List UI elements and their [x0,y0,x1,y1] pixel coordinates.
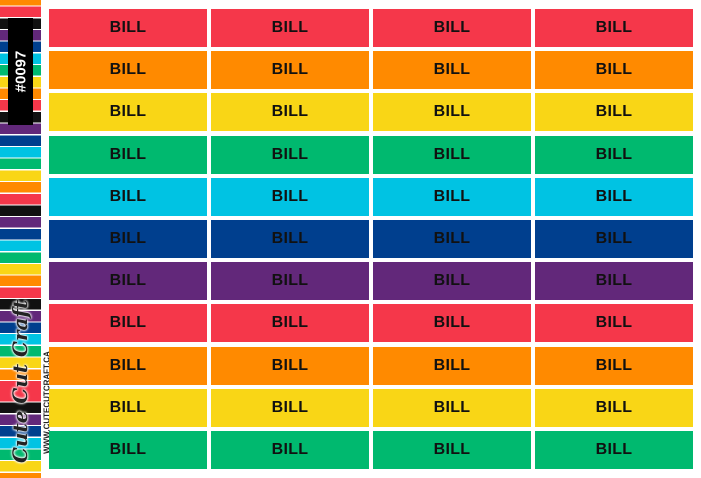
bill-sticker: BILL [535,219,693,258]
bill-sticker: BILL [535,177,693,216]
bill-sticker: BILL [49,93,207,132]
bill-sticker: BILL [49,262,207,301]
bill-sticker: BILL [211,135,369,174]
bill-sticker: BILL [373,51,531,90]
brand-name: Cute Cut Craft [8,299,32,463]
bill-sticker: BILL [211,304,369,343]
bill-sticker: BILL [49,177,207,216]
sheet-code: #0097 [12,50,29,93]
bill-sticker: BILL [373,304,531,343]
bill-sticker: BILL [535,430,693,469]
bill-sticker: BILL [373,430,531,469]
bill-sticker: BILL [535,346,693,385]
bill-sticker: BILL [535,9,693,47]
bill-sticker: BILL [535,135,693,174]
bill-sticker: BILL [211,388,369,427]
bill-sticker: BILL [535,51,693,90]
sheet-code-label: #0097 [8,18,33,125]
bill-sticker: BILL [373,388,531,427]
bill-sticker: BILL [211,219,369,258]
bill-sticker: BILL [49,304,207,343]
bill-sticker: BILL [49,430,207,469]
bill-sticker: BILL [49,346,207,385]
bill-sticker: BILL [535,388,693,427]
bill-sticker: BILL [211,93,369,132]
bill-sticker: BILL [535,93,693,132]
bill-sticker: BILL [211,346,369,385]
bill-sticker: BILL [211,51,369,90]
bill-sticker: BILL [49,9,207,47]
bill-sticker: BILL [211,9,369,47]
bill-sticker: BILL [49,51,207,90]
bill-sticker: BILL [373,135,531,174]
bill-sticker: BILL [373,93,531,132]
bill-sticker: BILL [49,219,207,258]
bill-sticker: BILL [373,346,531,385]
bill-sticker: BILL [211,430,369,469]
brand-logo: Cute Cut Craft WWW.CUTECUTCRAFT.CA [0,299,52,470]
bill-sticker: BILL [535,262,693,301]
bill-sticker: BILL [49,388,207,427]
bill-sticker: BILL [373,9,531,47]
bill-sticker: BILL [373,262,531,301]
bill-sticker: BILL [373,219,531,258]
bill-sticker: BILL [535,304,693,343]
sticker-grid: BILL BILL BILL BILL BILL BILL BILL BILL BILL BILL… [49,9,693,469]
bill-sticker: BILL [373,177,531,216]
bill-sticker: BILL [211,177,369,216]
bill-sticker: BILL [211,262,369,301]
bill-sticker: BILL [49,135,207,174]
